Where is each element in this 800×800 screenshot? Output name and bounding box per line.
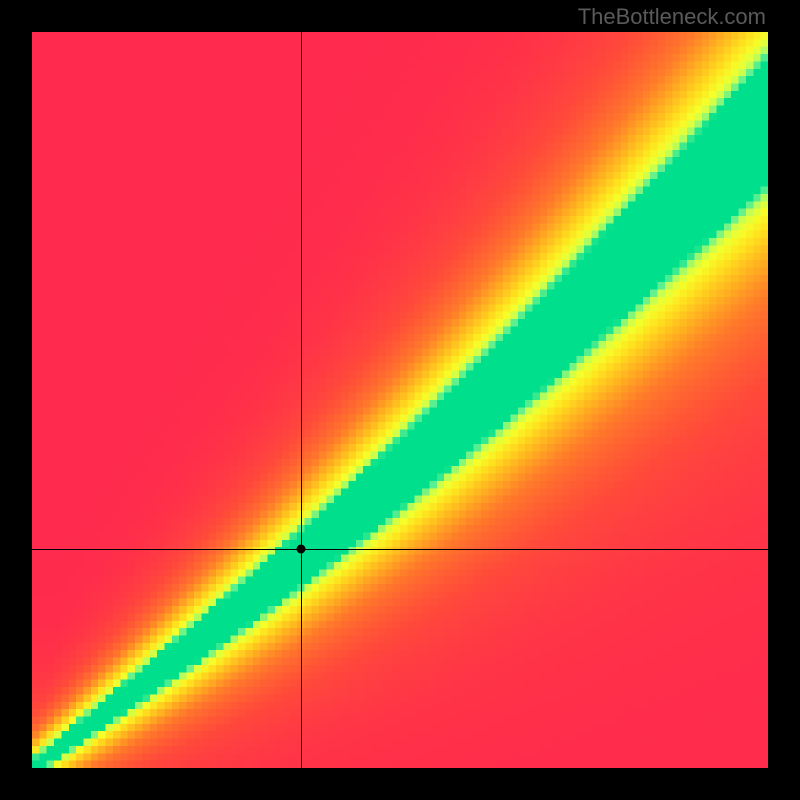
crosshair-horizontal [32, 549, 768, 550]
crosshair-marker-dot [296, 544, 305, 553]
crosshair-vertical [301, 32, 302, 768]
heatmap-canvas [32, 32, 768, 768]
heatmap-plot [32, 32, 768, 768]
watermark-text: TheBottleneck.com [578, 4, 766, 30]
